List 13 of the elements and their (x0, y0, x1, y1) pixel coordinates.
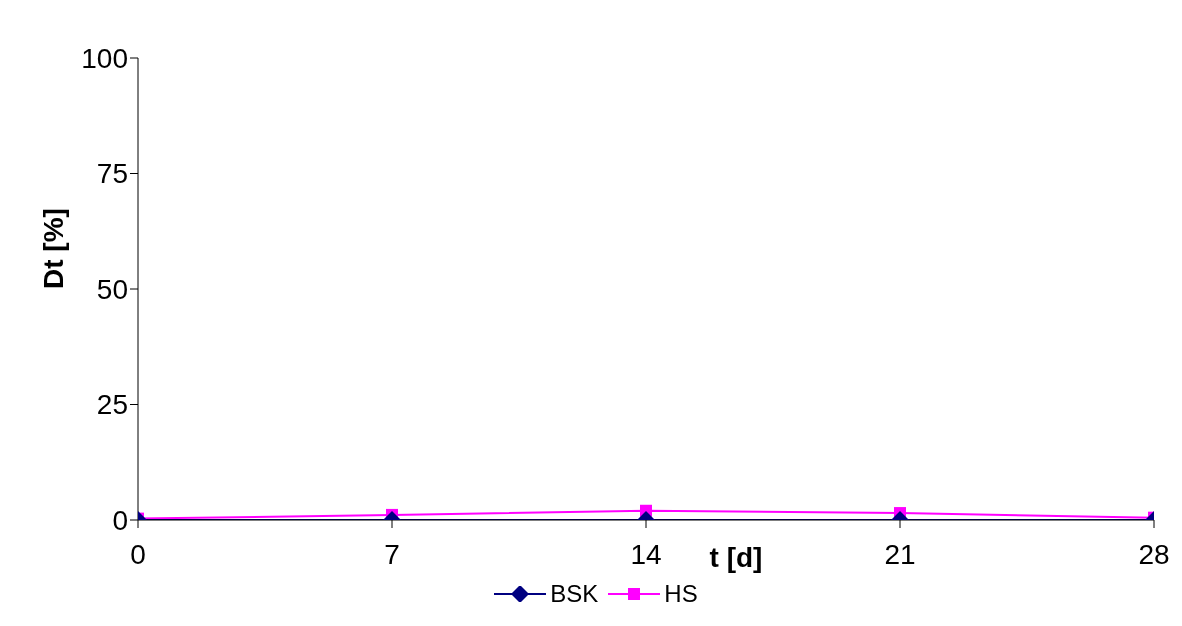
y-axis-title: Dt [%] (37, 208, 69, 289)
legend-label: HS (663, 580, 698, 608)
x-tick-label: 21 (884, 538, 916, 570)
x-axis-title: t [d] (709, 542, 763, 573)
x-tick-label: 7 (384, 538, 400, 570)
y-tick-label: 0 (112, 504, 128, 536)
y-tick-label: 25 (96, 389, 128, 421)
y-tick-label: 75 (96, 158, 128, 190)
x-tick-label: 14 (630, 538, 662, 570)
x-tick-label: 28 (1138, 538, 1170, 570)
y-tick-label: 100 (81, 42, 128, 74)
y-tick-label: 50 (96, 273, 128, 305)
legend-label: BSK (549, 580, 599, 608)
